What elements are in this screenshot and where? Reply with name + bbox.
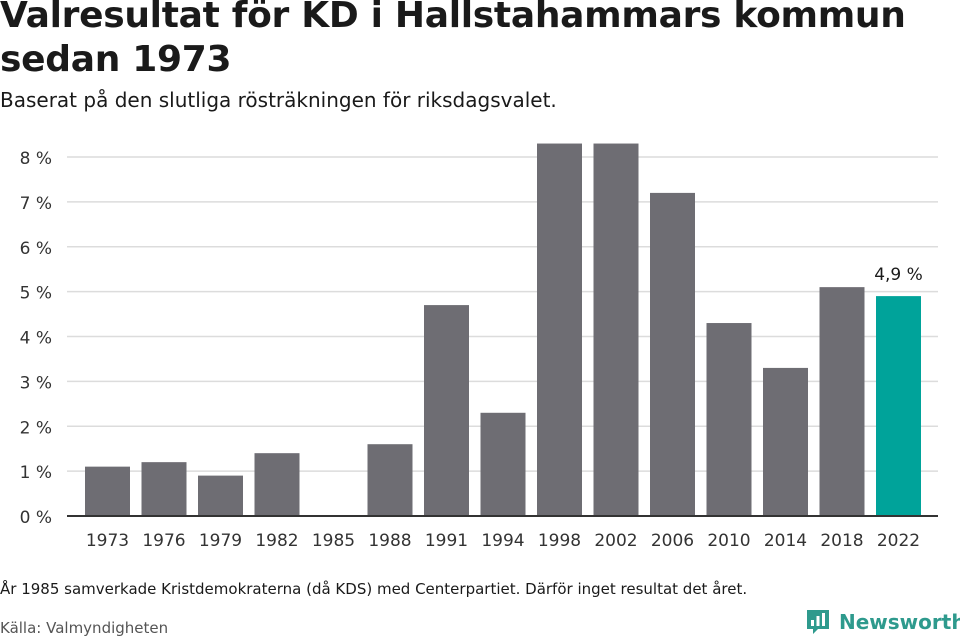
bar bbox=[480, 412, 526, 516]
bar bbox=[424, 305, 469, 516]
page-title: Valresultat för KD i Hallstahammars komm… bbox=[0, 0, 906, 80]
bar bbox=[650, 192, 695, 516]
bar bbox=[85, 466, 130, 516]
y-tick-label: 5 % bbox=[20, 284, 52, 304]
y-tick-label: 1 % bbox=[20, 463, 52, 483]
x-tick-label: 2010 bbox=[707, 531, 750, 551]
x-tick-label: 2018 bbox=[820, 531, 863, 551]
x-tick-label: 2002 bbox=[594, 531, 637, 551]
y-tick-labels: 0 % 1 % 2 % 3 % 4 % 5 % 6 % 7 % 8 % bbox=[20, 149, 52, 528]
data-label: 4,9 % bbox=[874, 265, 923, 285]
y-tick-label: 7 % bbox=[20, 194, 52, 214]
x-tick-label: 1979 bbox=[199, 531, 242, 551]
x-tick-label: 1982 bbox=[255, 531, 298, 551]
x-tick-label: 2022 bbox=[877, 531, 920, 551]
data-labels: 4,9 % bbox=[874, 265, 923, 285]
bar bbox=[254, 453, 300, 516]
bar bbox=[141, 462, 187, 516]
x-tick-label: 1973 bbox=[86, 531, 129, 551]
bar bbox=[706, 323, 752, 516]
y-tick-label: 0 % bbox=[20, 508, 52, 528]
brand-name: Newsworthy bbox=[839, 610, 960, 634]
bar bbox=[763, 367, 808, 516]
bar bbox=[876, 296, 921, 516]
bar-chart-speech-bubble-icon bbox=[807, 610, 829, 634]
bar bbox=[537, 143, 582, 516]
x-tick-label: 1998 bbox=[538, 531, 581, 551]
source-text: Källa: Valmyndigheten bbox=[0, 619, 169, 637]
x-tick-label: 1988 bbox=[368, 531, 411, 551]
bar bbox=[593, 143, 639, 516]
bar bbox=[819, 287, 865, 516]
y-tick-label: 8 % bbox=[20, 149, 52, 169]
x-tick-label: 1991 bbox=[425, 531, 468, 551]
y-tick-label: 6 % bbox=[20, 239, 52, 259]
x-tick-label: 1976 bbox=[142, 531, 185, 551]
page-subtitle: Baserat på den slutliga rösträkningen fö… bbox=[0, 88, 557, 112]
bars bbox=[85, 143, 921, 516]
bar bbox=[198, 475, 243, 516]
y-tick-label: 4 % bbox=[20, 329, 52, 349]
brand-logo: Newsworthy bbox=[805, 608, 960, 636]
y-tick-label: 3 % bbox=[20, 373, 52, 393]
x-tick-labels: 1973 1976 1979 1982 1985 1988 1991 1994 1998 2002… bbox=[86, 531, 920, 551]
x-tick-label: 2014 bbox=[764, 531, 807, 551]
bar-chart: 0 % 1 % 2 % 3 % 4 % 5 % 6 % 7 % 8 % 1973 1976 1979… bbox=[20, 143, 938, 551]
footnote: År 1985 samverkade Kristdemokraterna (då… bbox=[0, 580, 748, 598]
x-tick-label: 2006 bbox=[651, 531, 694, 551]
x-tick-label: 1994 bbox=[481, 531, 524, 551]
y-tick-label: 2 % bbox=[20, 418, 52, 438]
bar bbox=[367, 444, 413, 516]
x-tick-label: 1985 bbox=[312, 531, 355, 551]
